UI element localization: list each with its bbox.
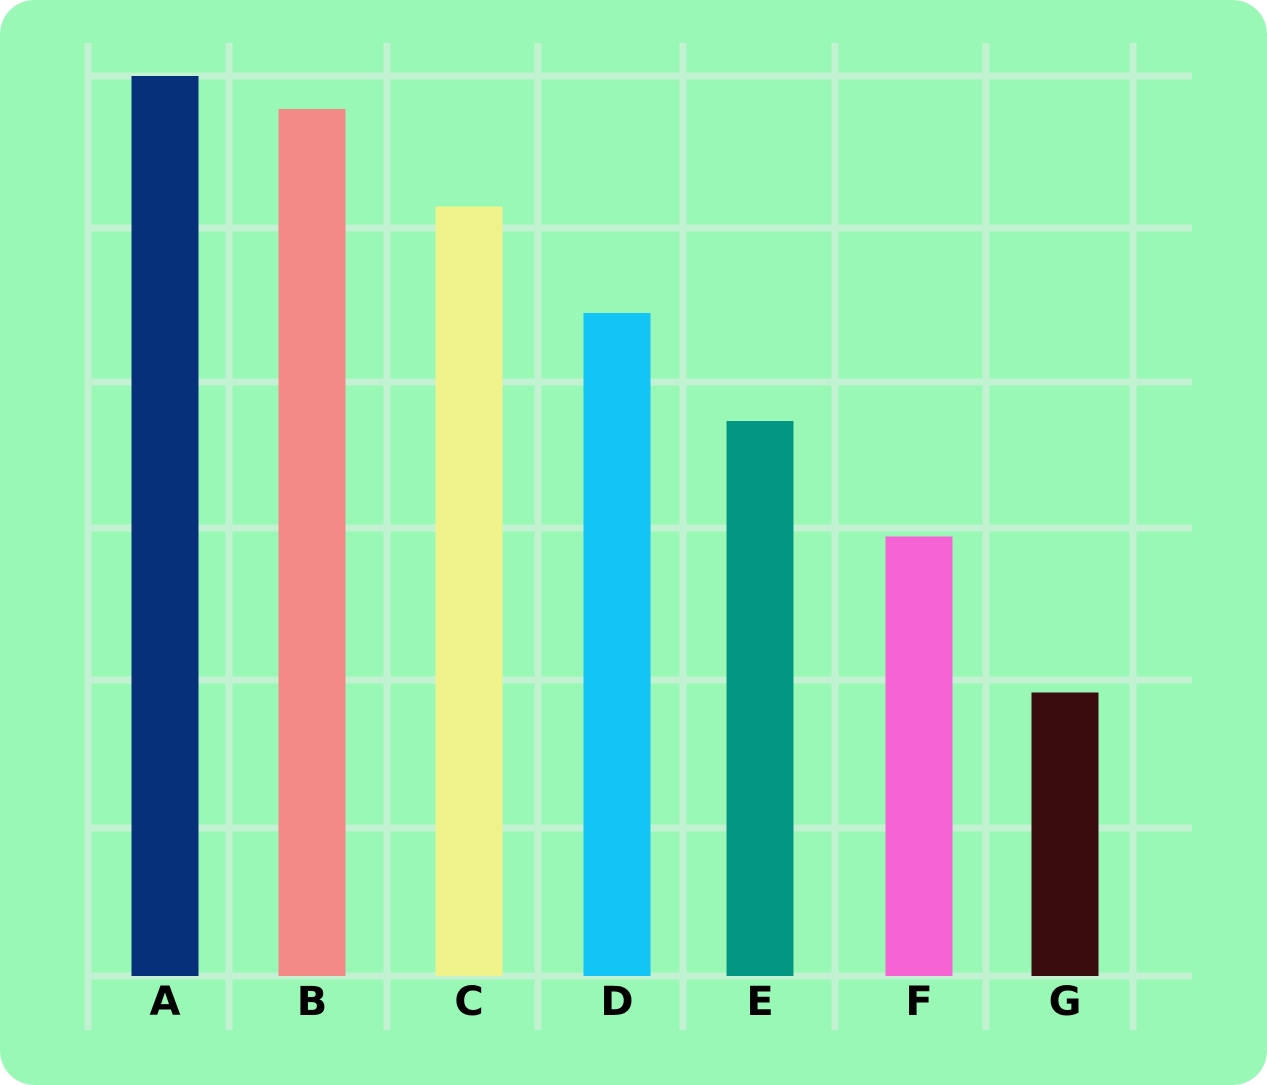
bar-f bbox=[885, 536, 953, 976]
bar-a bbox=[131, 76, 199, 976]
tick-label-d: D bbox=[600, 979, 633, 1025]
tick-label-f: F bbox=[905, 979, 932, 1025]
category-labels: A B C D E F G bbox=[150, 979, 1082, 1025]
bar-d bbox=[583, 313, 651, 976]
tick-label-g: G bbox=[1049, 979, 1082, 1025]
tick-label-b: B bbox=[297, 979, 328, 1025]
bar-c bbox=[435, 206, 503, 976]
tick-label-c: C bbox=[454, 979, 483, 1025]
tick-label-a: A bbox=[150, 979, 181, 1025]
bar-g bbox=[1031, 692, 1099, 976]
tick-label-e: E bbox=[746, 979, 773, 1025]
bar-e bbox=[726, 421, 794, 976]
bar-b bbox=[278, 109, 346, 976]
bars bbox=[131, 76, 1099, 976]
